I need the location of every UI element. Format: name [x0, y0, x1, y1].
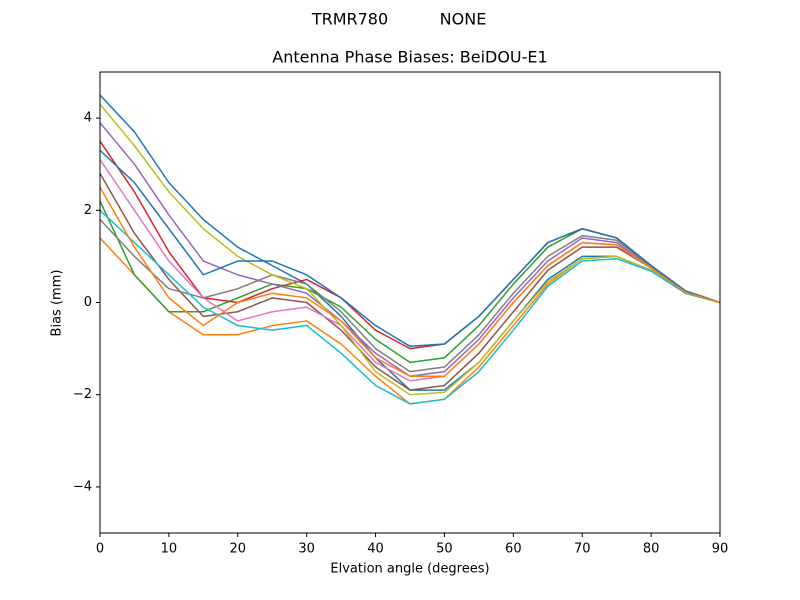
x-tick-label: 0 — [96, 542, 104, 557]
series-line — [99, 149, 721, 348]
series-line — [99, 209, 721, 405]
x-tick-label: 20 — [230, 542, 247, 557]
series-line — [99, 103, 721, 396]
series-line — [99, 173, 721, 391]
x-axis-label: Elvation angle (degrees) — [330, 562, 489, 577]
x-tick-label: 90 — [712, 542, 729, 557]
y-tick-label: −2 — [73, 387, 92, 402]
x-tick-label: 50 — [436, 542, 453, 557]
y-tick-label: 4 — [84, 111, 92, 126]
x-tick-label: 10 — [161, 542, 178, 557]
y-tick-label: −4 — [73, 479, 92, 494]
x-tick-label: 30 — [298, 542, 315, 557]
suptitle: TRMR780 — [311, 10, 388, 29]
series-line — [99, 219, 721, 373]
x-tick-label: 70 — [574, 542, 591, 557]
y-tick-label: 2 — [84, 203, 92, 218]
y-tick-label: 0 — [84, 295, 92, 310]
y-axis-label: Bias (mm) — [50, 270, 65, 337]
x-tick-label: 40 — [367, 542, 384, 557]
plot-area — [99, 94, 721, 405]
chart-title: Antenna Phase Biases: BeiDOU-E1 — [272, 48, 547, 67]
series-line — [99, 186, 721, 378]
x-tick-label: 60 — [505, 542, 522, 557]
suptitle: NONE — [440, 10, 487, 29]
x-tick-label: 80 — [643, 542, 660, 557]
